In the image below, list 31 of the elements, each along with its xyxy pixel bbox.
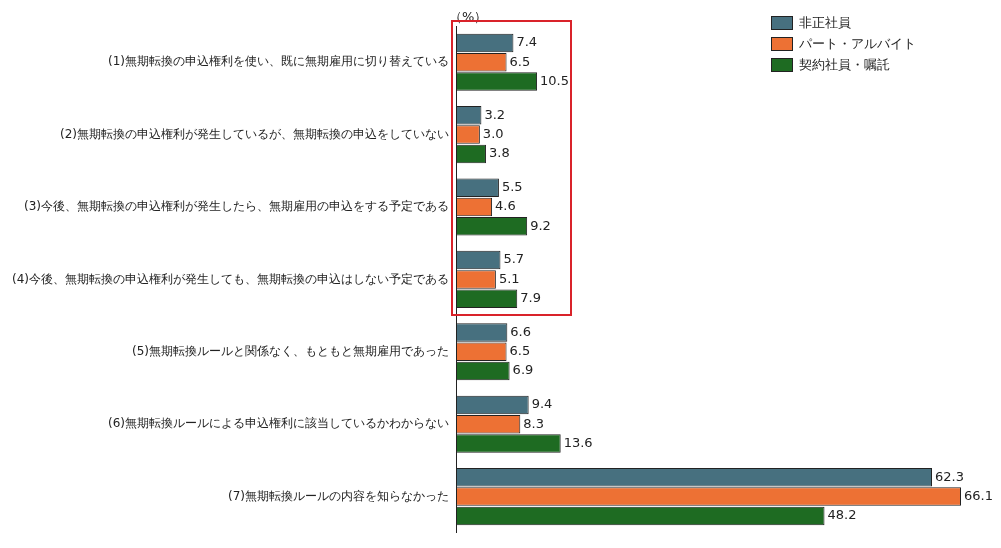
data-label: 6.9: [512, 362, 534, 378]
y-tick-label: (7)無期転換ルールの内容を知らなかった: [228, 488, 449, 503]
data-label: 62.3: [935, 468, 964, 484]
data-label: 6.6: [510, 323, 532, 339]
data-label: 10.5: [540, 72, 570, 88]
data-label: 3.8: [488, 145, 510, 161]
data-label: 3.0: [482, 125, 504, 141]
data-label: 6.5: [509, 53, 531, 69]
data-label: 5.1: [498, 270, 520, 286]
data-label: 66.1: [964, 487, 993, 503]
legend-label: 非正社員: [799, 13, 851, 32]
y-tick-label: (3)今後、無期転換の申込権利が発生したら、無期雇用の申込をする予定である: [24, 199, 449, 214]
y-tick-label: (2)無期転換の申込権利が発生しているが、無期転換の申込をしていない: [60, 126, 449, 141]
data-label: 8.3: [523, 415, 544, 431]
data-label: 9.4: [531, 396, 553, 412]
data-label: 3.2: [484, 106, 506, 122]
y-tick-label: (1)無期転換の申込権利を使い、既に無期雇用に切り替えている: [108, 54, 449, 69]
data-label: 9.2: [530, 217, 551, 233]
data-label: 7.4: [516, 34, 538, 50]
y-tick-label: (4)今後、無期転換の申込権利が発生しても、無期転換の申込はしない予定である: [12, 271, 449, 286]
data-label: 6.5: [509, 343, 531, 359]
legend-label: 契約社員・嘱託: [799, 55, 890, 74]
y-tick-label: (5)無期転換ルールと関係なく、もともと無期雇用であった: [132, 343, 449, 358]
data-label: 7.9: [520, 290, 541, 306]
legend-label: パート・アルバイト: [799, 34, 916, 53]
data-label: 13.6: [563, 434, 593, 450]
data-label: 5.7: [503, 251, 525, 267]
data-label: 5.5: [501, 179, 523, 195]
data-label: 48.2: [827, 507, 857, 523]
data-label: 4.6: [495, 198, 516, 214]
y-tick-label: (6)無期転換ルールによる申込権利に該当しているかわからない: [108, 416, 449, 431]
